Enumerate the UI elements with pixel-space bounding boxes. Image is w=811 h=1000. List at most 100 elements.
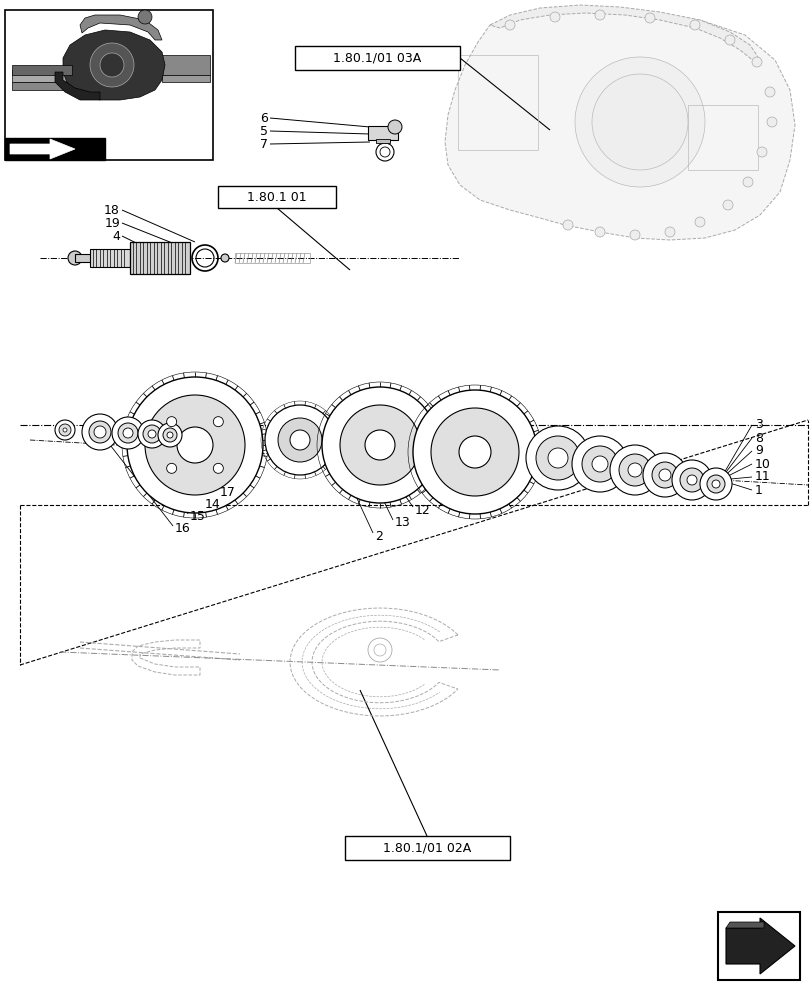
- Text: 2: 2: [375, 530, 383, 542]
- Circle shape: [163, 428, 177, 442]
- Bar: [5, 10, 212, 160]
- Circle shape: [629, 230, 639, 240]
- Text: 4: 4: [112, 230, 120, 242]
- Polygon shape: [10, 139, 75, 159]
- Circle shape: [742, 177, 752, 187]
- Polygon shape: [725, 922, 763, 928]
- Text: 10: 10: [754, 458, 770, 471]
- Circle shape: [100, 53, 124, 77]
- Circle shape: [724, 35, 734, 45]
- Circle shape: [148, 430, 156, 438]
- Circle shape: [766, 117, 776, 127]
- Circle shape: [764, 87, 774, 97]
- Text: 17: 17: [220, 487, 235, 499]
- Circle shape: [213, 463, 223, 473]
- Circle shape: [591, 456, 607, 472]
- Circle shape: [458, 436, 491, 468]
- Circle shape: [659, 469, 670, 481]
- Circle shape: [581, 446, 617, 482]
- Circle shape: [591, 74, 687, 170]
- Circle shape: [594, 10, 604, 20]
- Circle shape: [166, 417, 177, 427]
- Circle shape: [672, 460, 711, 500]
- Circle shape: [609, 445, 659, 495]
- Circle shape: [562, 220, 573, 230]
- Circle shape: [59, 424, 71, 436]
- Circle shape: [112, 417, 144, 449]
- Polygon shape: [63, 30, 165, 100]
- Circle shape: [504, 20, 514, 30]
- Circle shape: [618, 454, 650, 486]
- Circle shape: [627, 463, 642, 477]
- Text: 16: 16: [175, 522, 191, 536]
- Circle shape: [177, 427, 212, 463]
- Circle shape: [526, 426, 590, 490]
- Polygon shape: [55, 72, 100, 100]
- Bar: [294, 46, 460, 70]
- Circle shape: [290, 430, 310, 450]
- Circle shape: [127, 377, 263, 513]
- Circle shape: [642, 453, 686, 497]
- Text: 1.80.1/01 03A: 1.80.1/01 03A: [333, 52, 421, 65]
- Circle shape: [166, 463, 177, 473]
- Text: 6: 6: [260, 112, 268, 125]
- Text: 13: 13: [394, 516, 410, 530]
- Bar: [12, 65, 72, 75]
- Text: 8: 8: [754, 432, 762, 444]
- Bar: [12, 70, 102, 82]
- Bar: [130, 242, 190, 274]
- Text: 15: 15: [190, 510, 206, 524]
- Bar: [717, 912, 799, 980]
- Bar: [5, 138, 105, 160]
- Circle shape: [751, 57, 761, 67]
- Bar: [345, 836, 509, 860]
- Circle shape: [277, 418, 322, 462]
- Text: 9: 9: [754, 444, 762, 458]
- Circle shape: [706, 475, 724, 493]
- Text: 5: 5: [260, 125, 268, 138]
- Circle shape: [221, 254, 229, 262]
- Circle shape: [413, 390, 536, 514]
- Circle shape: [365, 430, 394, 460]
- Text: 7: 7: [260, 138, 268, 151]
- Bar: [367, 126, 397, 140]
- Polygon shape: [80, 15, 162, 40]
- Circle shape: [722, 200, 732, 210]
- Polygon shape: [489, 5, 759, 62]
- Circle shape: [143, 425, 161, 443]
- Bar: [90, 249, 130, 267]
- Circle shape: [571, 436, 627, 492]
- Circle shape: [264, 405, 335, 475]
- Bar: [687, 105, 757, 170]
- Circle shape: [388, 120, 401, 134]
- Circle shape: [138, 10, 152, 24]
- Bar: [75, 254, 93, 262]
- Circle shape: [756, 147, 766, 157]
- Circle shape: [380, 147, 389, 157]
- Bar: [375, 139, 389, 143]
- Circle shape: [651, 462, 677, 488]
- Circle shape: [118, 423, 138, 443]
- Circle shape: [679, 468, 703, 492]
- Circle shape: [138, 420, 165, 448]
- Text: 1.80.1/01 02A: 1.80.1/01 02A: [383, 841, 470, 854]
- Text: 14: 14: [204, 498, 221, 512]
- Circle shape: [699, 468, 731, 500]
- Bar: [234, 253, 310, 263]
- Circle shape: [574, 57, 704, 187]
- Circle shape: [686, 475, 696, 485]
- Text: 1: 1: [754, 484, 762, 496]
- Circle shape: [689, 20, 699, 30]
- Circle shape: [89, 421, 111, 443]
- Bar: [162, 75, 210, 82]
- Circle shape: [644, 13, 654, 23]
- Text: 1.80.1 01: 1.80.1 01: [247, 191, 307, 204]
- Circle shape: [594, 227, 604, 237]
- Text: 19: 19: [104, 217, 120, 230]
- Circle shape: [664, 227, 674, 237]
- Circle shape: [167, 432, 173, 438]
- Circle shape: [340, 405, 419, 485]
- Circle shape: [82, 414, 118, 450]
- Circle shape: [322, 387, 437, 503]
- Circle shape: [158, 423, 182, 447]
